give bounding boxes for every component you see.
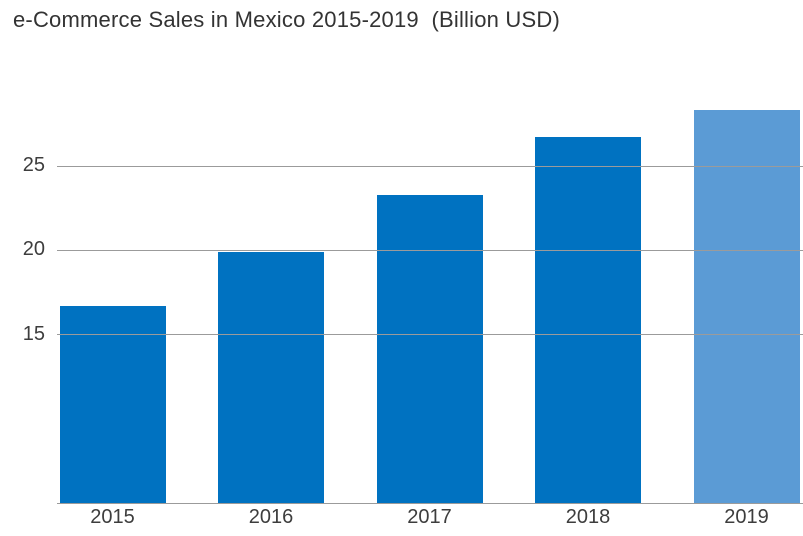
x-tick-label-2018: 2018: [565, 506, 611, 528]
x-tick-label-2017: 2017: [407, 506, 452, 528]
x-axis-line: [57, 503, 803, 504]
y-tick-label-15: 15: [22, 322, 45, 345]
bar-2016: [218, 251, 324, 503]
bar-2017: [376, 194, 483, 503]
y-tick-label-25: 25: [22, 154, 45, 177]
x-tick-label-2019: 2019: [724, 506, 769, 528]
y-tick-label-20: 20: [22, 238, 45, 261]
bar-2019: [693, 110, 800, 503]
bar-2015: [59, 305, 166, 503]
chart-title: e-Commerce Sales in Mexico 2015-2019 (Bi…: [13, 7, 560, 32]
gridline-15: [57, 334, 803, 335]
gridline-25: [57, 165, 803, 167]
bar-2018: [535, 137, 641, 503]
x-tick-label-2015: 2015: [90, 506, 135, 528]
gridline-20: [57, 249, 803, 251]
x-tick-label-2016: 2016: [248, 506, 294, 528]
